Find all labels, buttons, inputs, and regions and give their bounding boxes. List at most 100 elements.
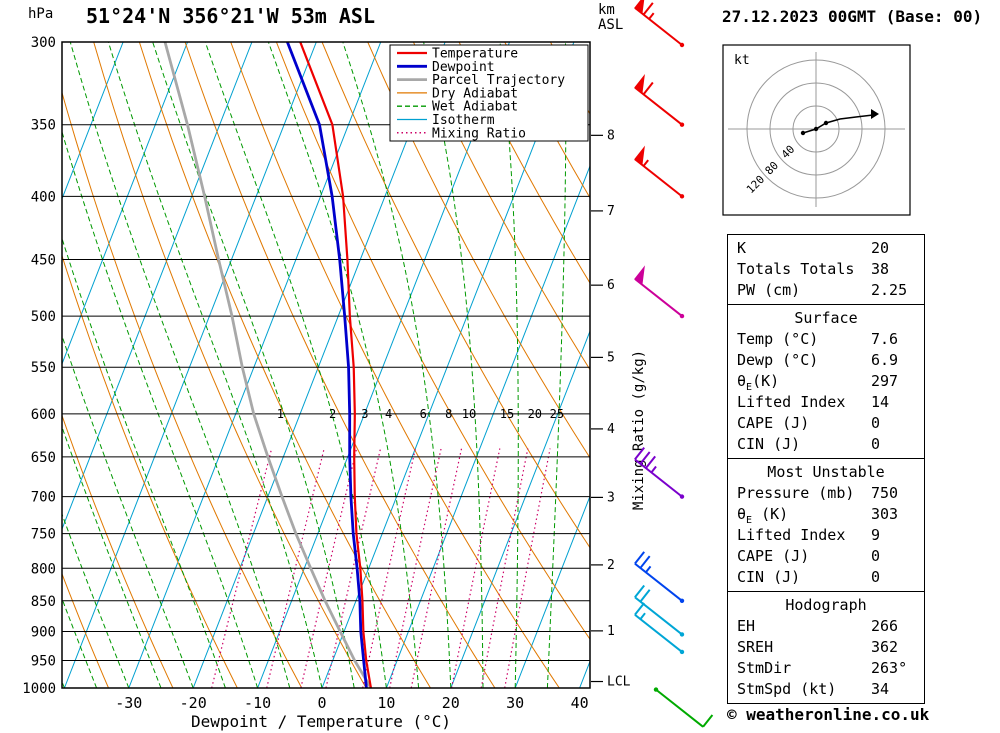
svg-text:8: 8 bbox=[445, 407, 452, 421]
svg-text:500: 500 bbox=[31, 309, 56, 325]
svg-text:20: 20 bbox=[528, 407, 542, 421]
svg-text:10: 10 bbox=[462, 407, 476, 421]
svg-text:20: 20 bbox=[442, 694, 460, 712]
stat-value: 303 bbox=[871, 505, 899, 523]
svg-text:350: 350 bbox=[31, 118, 56, 134]
asl-unit: ASL bbox=[598, 17, 624, 33]
svg-text:3: 3 bbox=[607, 490, 615, 505]
wind-barb bbox=[634, 145, 685, 199]
stats-row: CAPE (J) 0 bbox=[728, 413, 924, 434]
stats-section: Surface Temp (°C) 7.6 Dewp (°C) 6.9 θE(K) 297 L… bbox=[727, 304, 925, 459]
stat-label: Temp (°C) bbox=[737, 330, 819, 348]
stats-row: EH 266 bbox=[728, 616, 924, 637]
stat-value: 0 bbox=[871, 414, 881, 432]
legend-label: Dry Adiabat bbox=[432, 86, 518, 101]
stat-label: Dewp (°C) bbox=[737, 351, 819, 369]
stat-label: Pressure (mb) bbox=[737, 484, 855, 502]
isotherm-lines bbox=[62, 42, 590, 688]
stat-value: 0 bbox=[871, 435, 881, 453]
wind-barb bbox=[634, 584, 685, 637]
svg-text:650: 650 bbox=[31, 450, 56, 466]
stat-value: 750 bbox=[871, 484, 899, 502]
wind-barb bbox=[634, 0, 685, 48]
stats-row: θE(K) 297 bbox=[728, 371, 924, 393]
legend-label: Wet Adiabat bbox=[432, 100, 518, 115]
wind-barb bbox=[634, 74, 685, 127]
stat-value: 297 bbox=[871, 372, 899, 390]
hodograph-unit-label: kt bbox=[734, 53, 750, 68]
hodograph-trace bbox=[802, 114, 874, 134]
svg-text:25: 25 bbox=[550, 407, 564, 421]
mixing-ratio-axis-title: Mixing Ratio (g/kg) bbox=[631, 350, 647, 510]
legend-label: Dewpoint bbox=[432, 60, 495, 75]
skewt-chart: 1 2 3 4 6 8 10 15 20 25TemperatureDewpointParcel … bbox=[22, 0, 714, 731]
pressure-tick-labels: 300 350 400 450 500 550 600 650 700 750 800 850 900 9… bbox=[22, 35, 56, 697]
svg-text:5: 5 bbox=[607, 350, 615, 365]
stats-row: StmDir 263° bbox=[728, 658, 924, 679]
stat-value: 2.25 bbox=[871, 281, 908, 299]
stat-value: 9 bbox=[871, 526, 881, 544]
stats-section-title: Surface bbox=[794, 309, 858, 327]
svg-text:40: 40 bbox=[571, 694, 589, 712]
wind-barb bbox=[634, 447, 685, 499]
stats-row: Dewp (°C) 6.9 bbox=[728, 350, 924, 371]
temperature-curve bbox=[299, 42, 373, 688]
stat-label: Totals Totals bbox=[737, 260, 855, 278]
stats-row: θE (K) 303 bbox=[728, 504, 924, 526]
wind-barb bbox=[653, 687, 714, 728]
x-axis-title: Dewpoint / Temperature (°C) bbox=[191, 712, 451, 731]
stat-label: Lifted Index bbox=[737, 526, 846, 544]
stat-label: Lifted Index bbox=[737, 393, 846, 411]
hodograph-ring bbox=[769, 82, 863, 176]
stat-label: θE (K) bbox=[737, 505, 789, 526]
stat-label: SREH bbox=[737, 638, 774, 656]
stats-section: Most Unstable Pressure (mb) 750 θE (K) 303 Li… bbox=[727, 458, 925, 592]
legend-label: Temperature bbox=[432, 47, 518, 62]
stats-row: SREH 362 bbox=[728, 637, 924, 658]
svg-text:0: 0 bbox=[317, 694, 326, 712]
stat-label: θE(K) bbox=[737, 372, 780, 393]
legend-label: Parcel Trajectory bbox=[432, 73, 565, 88]
svg-text:700: 700 bbox=[31, 490, 56, 506]
svg-text:800: 800 bbox=[31, 561, 56, 577]
stat-label: StmDir bbox=[737, 659, 792, 677]
stats-row: CIN (J) 0 bbox=[728, 434, 924, 455]
plot-border bbox=[61, 41, 591, 689]
svg-text:6: 6 bbox=[420, 407, 427, 421]
stats-row: Pressure (mb) 750 bbox=[728, 483, 924, 504]
stat-label: CIN (J) bbox=[737, 568, 801, 586]
stats-row: CAPE (J) 0 bbox=[728, 546, 924, 567]
svg-text:4: 4 bbox=[607, 422, 615, 437]
stat-value: 6.9 bbox=[871, 351, 899, 369]
stats-section: K 20 Totals Totals 38 PW (cm) 2.25 bbox=[727, 234, 925, 305]
page-title: 51°24'N 356°21'W 53m ASL bbox=[86, 4, 375, 28]
svg-text:1000: 1000 bbox=[22, 681, 56, 697]
svg-text:950: 950 bbox=[31, 653, 56, 669]
svg-text:600: 600 bbox=[31, 407, 56, 423]
stats-section-title: Hodograph bbox=[785, 596, 867, 614]
datetime-label: 27.12.2023 00GMT (Base: 00) bbox=[722, 7, 983, 26]
stat-label: StmSpd (kt) bbox=[737, 680, 837, 698]
hodograph-ring bbox=[746, 59, 886, 199]
svg-text:-10: -10 bbox=[244, 694, 271, 712]
svg-text:2: 2 bbox=[329, 407, 336, 421]
svg-text:550: 550 bbox=[31, 360, 56, 376]
stat-value: 38 bbox=[871, 260, 890, 278]
stat-value: 0 bbox=[871, 568, 881, 586]
stats-row: CIN (J) 0 bbox=[728, 567, 924, 588]
stats-row: Lifted Index 14 bbox=[728, 392, 924, 413]
svg-text:15: 15 bbox=[500, 407, 514, 421]
hodograph-ring bbox=[792, 105, 840, 153]
stat-value: 362 bbox=[871, 638, 899, 656]
altitude-axis-unit: km ASL bbox=[598, 3, 623, 33]
wind-barb bbox=[634, 265, 685, 319]
stat-value: 34 bbox=[871, 680, 890, 698]
stat-label: CIN (J) bbox=[737, 435, 801, 453]
stats-row: PW (cm) 2.25 bbox=[728, 280, 924, 301]
svg-text:8: 8 bbox=[607, 128, 615, 143]
svg-text:7: 7 bbox=[607, 204, 615, 219]
stats-row: Lifted Index 9 bbox=[728, 525, 924, 546]
stats-row: Temp (°C) 7.6 bbox=[728, 329, 924, 350]
